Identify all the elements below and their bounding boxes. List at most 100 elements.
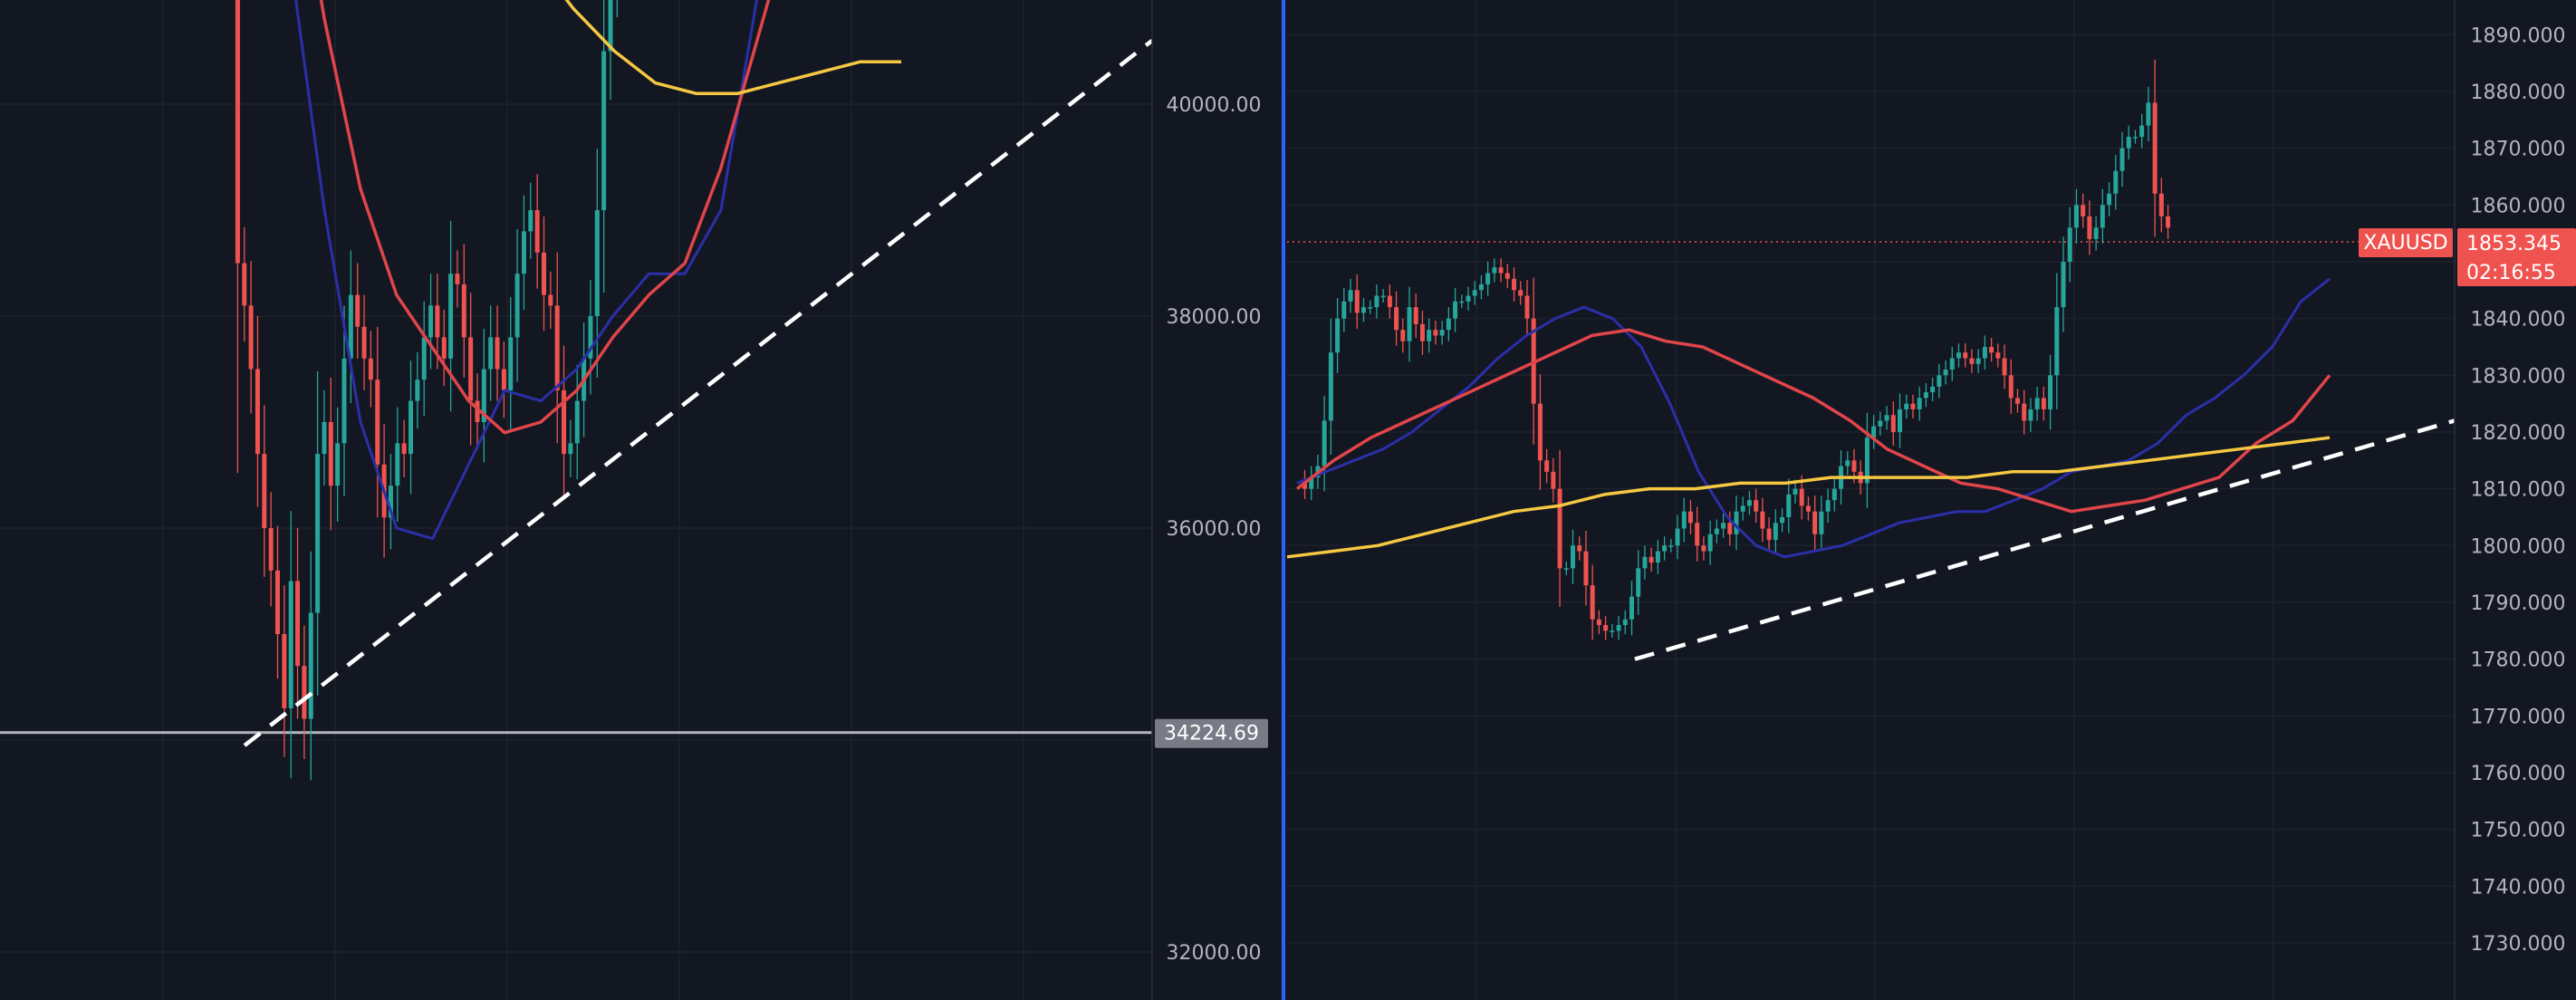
btcusd-trendline[interactable]: [243, 39, 1154, 747]
candle-41: [1571, 529, 1576, 584]
btcusd-ma-mid[interactable]: [0, 0, 901, 435]
candle-127: [2132, 130, 2138, 144]
candle-50: [1629, 581, 1634, 636]
candle-90: [1890, 401, 1896, 447]
candle-66: [448, 220, 454, 412]
candle-26: [1472, 281, 1477, 305]
candle-69: [468, 293, 474, 446]
candle-47: [322, 389, 327, 486]
candle-68: [461, 244, 466, 378]
candle-32: [1512, 267, 1517, 302]
candle-43: [295, 528, 301, 719]
btcusd-grid: [0, 0, 1152, 1000]
candle-12: [1380, 289, 1386, 303]
candle-73: [1780, 507, 1785, 533]
candle-52: [1642, 545, 1648, 580]
candle-67: [1740, 496, 1745, 521]
candle-76: [514, 229, 520, 382]
xauusd-tick-label-10: 1790.000: [2471, 592, 2566, 615]
candle-67: [455, 250, 460, 308]
candle-99: [1949, 346, 1955, 381]
candle-71: [1766, 516, 1772, 552]
xauusd-candles: [1302, 59, 2171, 640]
candle-92: [1904, 394, 1909, 418]
candle-43: [1583, 531, 1589, 606]
candle-3: [1322, 395, 1327, 492]
xauusd-ma-fast[interactable]: [1296, 277, 2331, 559]
btcusd-ma-fast[interactable]: [0, 0, 901, 541]
candle-126: [2126, 125, 2131, 160]
candle-87: [1871, 415, 1877, 449]
btcusd-ma-slow[interactable]: [0, 0, 901, 96]
candle-84: [568, 419, 573, 477]
candle-15: [1400, 318, 1406, 353]
candle-71: [481, 329, 486, 463]
xauusd-price-axis[interactable]: [2455, 0, 2576, 1000]
xauusd-current-price-label: 1853.345 02:16:55: [2457, 227, 2576, 286]
candle-17: [1413, 293, 1418, 338]
xauusd-tick-label-12: 1770.000: [2471, 706, 2566, 728]
candle-68: [1746, 491, 1752, 515]
candle-81: [1831, 477, 1837, 512]
candle-103: [1975, 349, 1981, 373]
candle-63: [1714, 519, 1719, 543]
candle-75: [508, 296, 514, 431]
candle-100: [1956, 343, 1961, 368]
candle-77: [1805, 496, 1811, 521]
btcusd-candles: [235, 0, 618, 781]
candle-69: [1754, 488, 1759, 524]
candle-62: [1707, 520, 1713, 565]
candle-34: [1524, 280, 1530, 335]
candle-115: [2054, 273, 2060, 409]
xauusd-panel[interactable]: 1890.0001880.0001870.0001860.0001850.000…: [1286, 0, 2576, 1000]
candle-65: [441, 309, 447, 387]
xauusd-tick-label-5: 1840.000: [2471, 309, 2566, 332]
candle-33: [1518, 281, 1523, 305]
candle-113: [2041, 386, 2046, 421]
candle-42: [288, 511, 293, 779]
candle-72: [488, 305, 494, 401]
candle-9: [1360, 298, 1366, 322]
candle-108: [2008, 359, 2014, 414]
candle-40: [275, 525, 280, 679]
candle-51: [348, 250, 353, 403]
candle-86: [1864, 412, 1870, 508]
candle-131: [2158, 178, 2164, 233]
candle-120: [2087, 200, 2092, 255]
candle-70: [475, 373, 480, 450]
xauusd-trendline[interactable]: [1634, 418, 2456, 661]
candle-36: [248, 261, 254, 414]
candle-79: [1819, 495, 1824, 551]
candle-79: [534, 174, 540, 289]
xauusd-tick-label-11: 1780.000: [2471, 649, 2566, 672]
svg-text:34224.69: 34224.69: [1164, 723, 1259, 745]
candle-53: [361, 294, 367, 390]
xauusd-countdown: 02:16:55: [2466, 262, 2556, 284]
candle-49: [1622, 610, 1628, 635]
xauusd-tick-label-3: 1860.000: [2471, 195, 2566, 217]
candle-60: [1695, 506, 1700, 562]
candle-128: [2139, 114, 2145, 149]
candle-106: [1995, 343, 2001, 368]
candle-37: [255, 316, 260, 507]
candle-45: [308, 551, 313, 781]
candle-121: [2093, 216, 2099, 251]
candle-132: [2166, 205, 2171, 239]
candle-37: [1544, 448, 1550, 484]
candle-6: [1341, 287, 1347, 332]
btcusd-panel[interactable]: 50000.0046000.0042000.0040000.0038000.00…: [0, 0, 1283, 1000]
xauusd-ma-slow[interactable]: [1286, 436, 2331, 559]
btcusd-tick-label-4: 38000.00: [1167, 306, 1262, 329]
candle-1: [1309, 466, 1314, 501]
xauusd-tick-label-9: 1800.000: [2471, 535, 2566, 558]
btcusd-price-axis[interactable]: [1152, 0, 1283, 1000]
xauusd-ma-mid[interactable]: [1295, 328, 2331, 514]
candle-51: [1636, 550, 1641, 615]
candle-82: [554, 252, 560, 444]
candle-61: [1701, 536, 1706, 561]
candle-47: [1610, 623, 1615, 638]
candle-10: [1368, 300, 1373, 314]
candle-95: [1923, 383, 1928, 408]
candle-39: [1557, 450, 1562, 607]
